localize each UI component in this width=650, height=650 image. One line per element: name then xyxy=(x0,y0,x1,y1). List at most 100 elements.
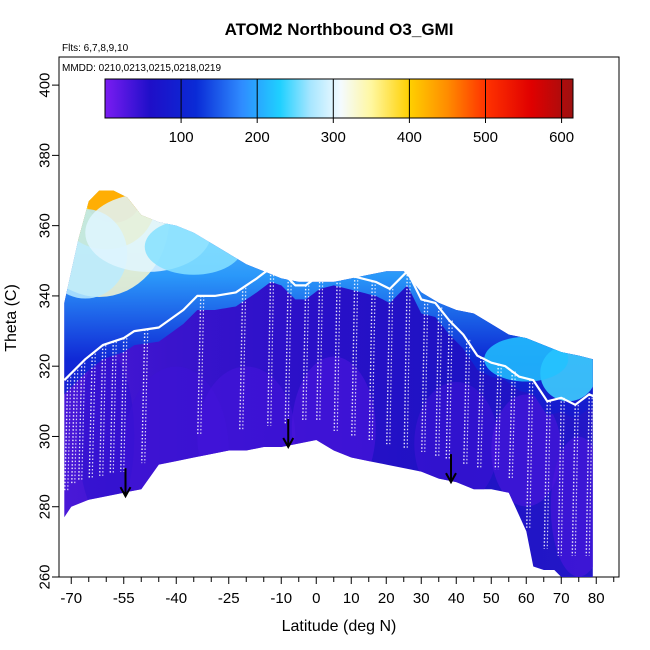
profile-trace xyxy=(438,307,443,458)
profile-trace xyxy=(588,394,593,556)
profile-trace xyxy=(511,371,516,480)
profile-trace xyxy=(574,404,579,556)
profile-trace xyxy=(239,287,244,430)
colorbar-tick-label: 400 xyxy=(397,129,422,146)
low-ozone-patch xyxy=(550,436,593,577)
profile-trace xyxy=(74,369,79,485)
profile-trace xyxy=(78,362,83,482)
x-tick-label: 60 xyxy=(518,590,535,607)
x-tick-label: 0 xyxy=(312,590,320,607)
profile-trace xyxy=(403,271,408,448)
profile-trace xyxy=(120,338,125,472)
profile-trace xyxy=(354,276,359,438)
arrow-marker xyxy=(119,468,132,499)
plot-frame xyxy=(58,56,620,578)
profile-trace xyxy=(305,285,310,422)
dates-label: MMDD: 0210,0213,0215,0218,0219 xyxy=(62,63,221,74)
y-tick-label: 300 xyxy=(37,424,54,449)
y-axis-label: Theta (C) xyxy=(3,284,20,352)
profile-trace xyxy=(67,376,72,491)
profile-trace xyxy=(477,357,482,469)
profile-trace xyxy=(421,300,426,452)
x-tick-label: -70 xyxy=(60,590,82,607)
profile-trace xyxy=(508,371,513,480)
colorbar-tick-label: 500 xyxy=(473,129,498,146)
low-ozone-patch xyxy=(78,352,135,521)
colorbar-gradient xyxy=(104,78,574,119)
profile-trace xyxy=(424,300,429,452)
x-tick-label: -10 xyxy=(270,590,292,607)
low-ozone-patch xyxy=(197,366,296,507)
x-tick-label: -55 xyxy=(113,590,135,607)
arrow-marker xyxy=(282,419,295,450)
profile-trace xyxy=(242,287,247,430)
x-tick-label: 70 xyxy=(553,590,570,607)
y-tick-label: 260 xyxy=(37,564,54,589)
y-tick-label: 360 xyxy=(37,213,54,238)
profile-trace xyxy=(448,320,453,460)
x-tick-label: 20 xyxy=(378,590,395,607)
profile-trace xyxy=(197,295,202,436)
colorbar-tick-label: 200 xyxy=(245,129,270,146)
chart-title: ATOM2 Northbound O3_GMI xyxy=(225,20,454,39)
low-ozone-patch xyxy=(491,394,562,507)
low-ozone-patch xyxy=(414,381,499,506)
profile-trace xyxy=(497,364,502,470)
profile-trace xyxy=(368,280,373,441)
x-tick-label: 10 xyxy=(343,590,360,607)
profile-trace xyxy=(351,276,356,438)
profile-trace xyxy=(141,329,146,464)
flights-label: Flts: 6,7,8,9,10 xyxy=(62,43,129,54)
profile-trace xyxy=(371,280,376,441)
profile-trace xyxy=(144,329,149,464)
profile-trace xyxy=(99,345,104,476)
profile-trace xyxy=(599,399,604,556)
y-tick-label: 380 xyxy=(37,143,54,168)
colorbar: 100 200 300 400 500 600 xyxy=(104,78,574,146)
profile-trace xyxy=(406,271,411,448)
profile-trace xyxy=(585,394,590,556)
profile-trace xyxy=(480,357,485,469)
profile-trace xyxy=(529,379,534,528)
colorbar-tick-label: 300 xyxy=(321,129,346,146)
colorbar-tick-label: 100 xyxy=(169,129,194,146)
y-tick-label: 320 xyxy=(37,354,54,379)
arrow-marker xyxy=(445,454,457,485)
profile-trace xyxy=(302,285,307,422)
profile-trace xyxy=(81,362,86,482)
profile-trace xyxy=(109,341,114,474)
y-axis: 260 280 300 320 340 360 380 400 xyxy=(37,73,59,590)
profile-trace xyxy=(386,288,391,445)
x-axis-label: Latitude (deg N) xyxy=(282,618,397,635)
profile-trace xyxy=(200,295,205,436)
y-tick-label: 280 xyxy=(37,494,54,519)
x-tick-label: 80 xyxy=(588,590,605,607)
x-tick-label: -25 xyxy=(218,590,240,607)
profile-trace xyxy=(71,369,76,485)
profile-trace xyxy=(571,404,576,556)
x-tick-label: 40 xyxy=(448,590,465,607)
x-tick-label: -40 xyxy=(165,590,187,607)
profile-trace xyxy=(526,379,531,528)
low-ozone-patch xyxy=(291,356,376,503)
profile-trace xyxy=(389,288,394,445)
profile-trace xyxy=(596,399,601,556)
profile-trace xyxy=(112,341,117,474)
profile-trace xyxy=(435,307,440,458)
profile-trace xyxy=(494,364,499,470)
profile-trace xyxy=(445,320,450,460)
profile-trace xyxy=(64,376,69,491)
y-tick-label: 340 xyxy=(37,283,54,308)
x-tick-label: 30 xyxy=(413,590,430,607)
profile-trace xyxy=(543,401,548,549)
x-tick-label: 50 xyxy=(483,590,500,607)
profile-trace xyxy=(123,338,128,472)
high-ozone-patch xyxy=(484,336,569,382)
x-axis: -70 -55 -40 -25 -10 0 10 20 30 40 50 60 70 80 xyxy=(60,577,615,607)
y-tick-label: 400 xyxy=(37,73,54,98)
high-ozone-patch xyxy=(144,218,243,275)
colorbar-tick-label: 600 xyxy=(549,129,574,146)
profile-trace xyxy=(102,345,107,476)
profile-traces xyxy=(64,267,604,556)
